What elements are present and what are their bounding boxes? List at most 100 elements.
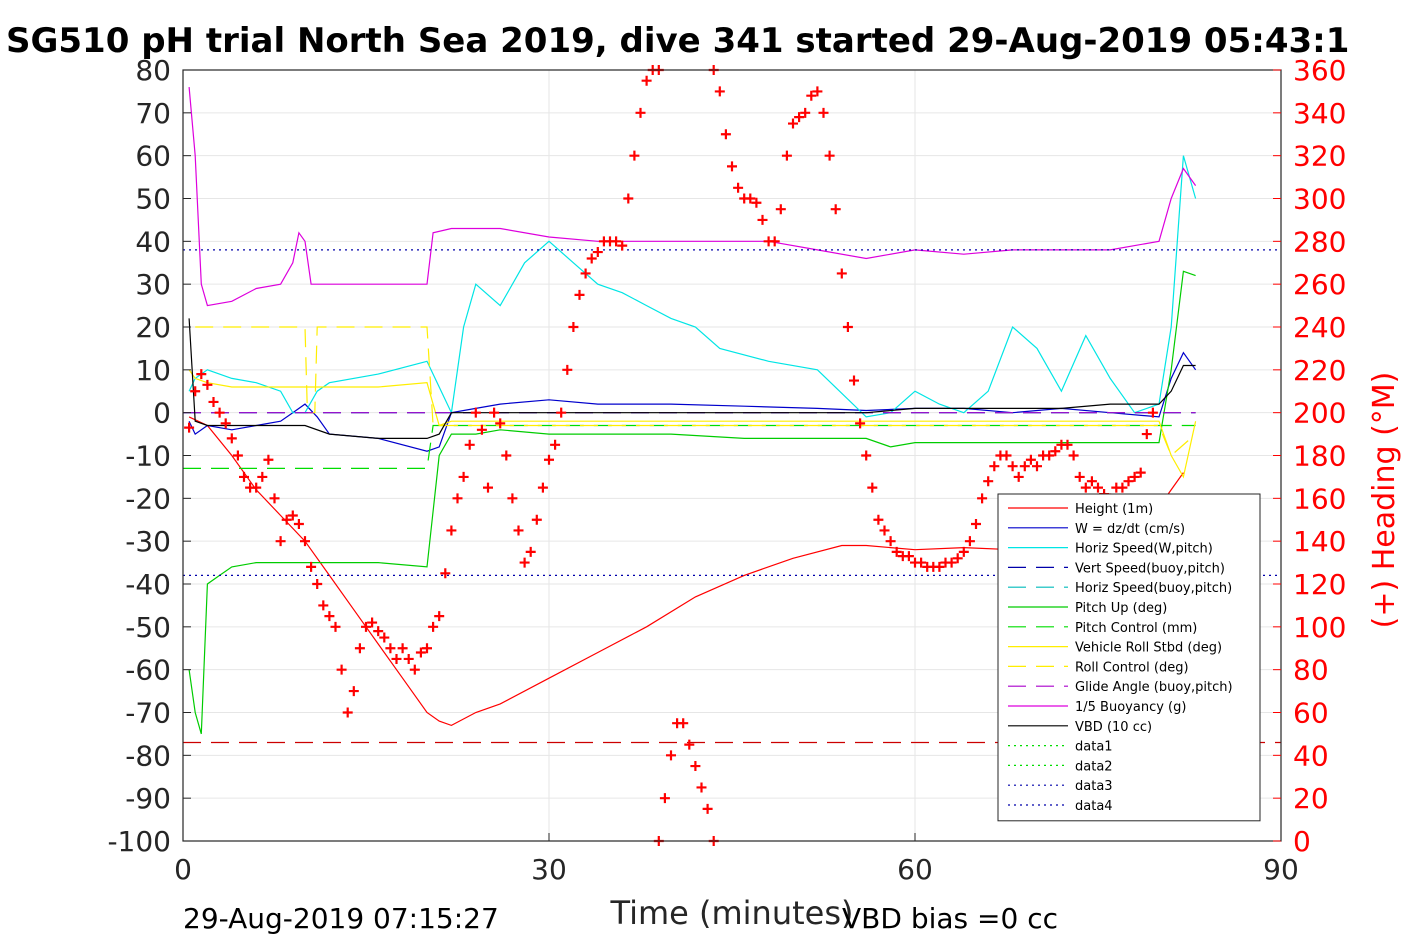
heading-marker bbox=[415, 647, 426, 658]
heading-marker bbox=[1062, 439, 1073, 450]
y-left-tick-label: 40 bbox=[135, 225, 171, 258]
y-left-tick-label: -20 bbox=[125, 482, 171, 515]
heading-marker bbox=[1001, 450, 1012, 461]
heading-marker bbox=[226, 433, 237, 444]
heading-marker bbox=[934, 561, 945, 572]
y-left-tick-label: 10 bbox=[135, 354, 171, 387]
footer-timestamp: 29-Aug-2019 07:15:27 bbox=[183, 902, 499, 935]
heading-marker bbox=[428, 621, 439, 632]
series-line-pitch-up-deg bbox=[188, 270, 1196, 735]
y-right-tick-label: 180 bbox=[1293, 440, 1346, 473]
heading-marker bbox=[232, 450, 243, 461]
heading-marker bbox=[733, 182, 744, 193]
series-line-vbd-10-cc bbox=[188, 318, 1196, 439]
heading-marker bbox=[324, 611, 335, 622]
heading-marker bbox=[702, 803, 713, 814]
y-left-tick-label: -10 bbox=[125, 440, 171, 473]
legend-entry: data4 bbox=[1075, 799, 1113, 814]
y-right-tick-label: 260 bbox=[1293, 268, 1346, 301]
y-right-tick-label: 320 bbox=[1293, 140, 1346, 173]
x-axis-label: Time (minutes) bbox=[610, 894, 854, 932]
heading-marker bbox=[861, 450, 872, 461]
y-right-tick-label: 160 bbox=[1293, 482, 1346, 515]
x-tick-label: 60 bbox=[897, 853, 933, 886]
series-line-roll-control-deg bbox=[195, 326, 1196, 457]
heading-marker bbox=[1025, 454, 1036, 465]
heading-marker bbox=[1032, 461, 1042, 472]
heading-marker bbox=[507, 493, 518, 504]
heading-marker bbox=[873, 514, 884, 525]
heading-marker bbox=[196, 369, 207, 380]
heading-marker bbox=[306, 561, 317, 572]
heading-marker bbox=[727, 161, 737, 172]
y-left-tick-label: 60 bbox=[135, 140, 171, 173]
heading-marker bbox=[806, 90, 817, 101]
y-left-tick-label: 30 bbox=[135, 268, 171, 301]
heading-marker bbox=[531, 514, 542, 525]
heading-marker bbox=[476, 424, 487, 435]
heading-marker bbox=[275, 536, 286, 547]
heading-marker bbox=[1086, 476, 1097, 487]
legend-entry: Horiz Speed(buoy,pitch) bbox=[1075, 581, 1232, 596]
heading-marker bbox=[977, 493, 988, 504]
heading-marker bbox=[641, 75, 652, 86]
heading-marker bbox=[946, 557, 957, 568]
heading-marker bbox=[781, 150, 792, 161]
heading-marker bbox=[666, 750, 676, 761]
heading-marker bbox=[214, 407, 225, 418]
heading-marker bbox=[971, 519, 981, 530]
y-left-tick-label: 70 bbox=[135, 97, 171, 130]
y-left-tick-label: 20 bbox=[135, 311, 171, 344]
heading-marker bbox=[495, 418, 506, 429]
heading-marker bbox=[800, 107, 811, 118]
legend-entry: Roll Control (deg) bbox=[1075, 660, 1189, 675]
heading-marker bbox=[983, 476, 994, 487]
heading-marker bbox=[964, 536, 975, 547]
heading-marker bbox=[556, 407, 567, 418]
heading-marker bbox=[788, 118, 798, 129]
y-right-tick-label: 340 bbox=[1293, 97, 1346, 130]
heading-marker bbox=[830, 204, 841, 215]
legend-entry: VBD (10 cc) bbox=[1075, 720, 1152, 735]
y-axis-right: 3603403203002802602402202001801601401201… bbox=[1273, 54, 1346, 858]
y-left-tick-label: 50 bbox=[135, 183, 171, 216]
heading-marker bbox=[373, 626, 384, 637]
y-right-tick-label: 280 bbox=[1293, 225, 1346, 258]
heading-marker bbox=[342, 707, 353, 718]
heading-marker bbox=[769, 236, 780, 247]
heading-marker bbox=[885, 536, 896, 547]
heading-marker bbox=[1080, 482, 1091, 493]
heading-marker bbox=[501, 450, 512, 461]
heading-marker bbox=[513, 525, 524, 536]
heading-marker bbox=[745, 193, 756, 204]
y-right-tick-label: 80 bbox=[1293, 654, 1329, 687]
heading-marker bbox=[562, 364, 573, 375]
y-left-tick-label: -60 bbox=[125, 654, 171, 687]
heading-marker bbox=[525, 546, 536, 557]
heading-marker bbox=[1044, 450, 1055, 461]
heading-marker bbox=[269, 493, 280, 504]
heading-marker bbox=[617, 240, 628, 251]
heading-marker bbox=[263, 454, 274, 465]
heading-marker bbox=[1129, 471, 1140, 482]
heading-marker bbox=[354, 643, 365, 654]
footer-vbd-bias: VBD bias =0 cc bbox=[842, 902, 1058, 935]
heading-marker bbox=[879, 525, 890, 536]
heading-marker bbox=[367, 617, 378, 628]
heading-marker bbox=[720, 129, 731, 140]
heading-marker bbox=[989, 461, 1000, 472]
heading-marker bbox=[1050, 446, 1061, 457]
series-line-w-dz-dt-cm-s bbox=[188, 351, 1197, 452]
heading-marker bbox=[1147, 407, 1158, 418]
plot-area bbox=[183, 65, 1281, 846]
heading-marker bbox=[239, 471, 249, 482]
heading-marker bbox=[611, 236, 622, 247]
y-axis-left: 80 70 60 50 40 30 20 10 0 -10 -20 -30 -40 -50 -60 -70 -8… bbox=[107, 54, 191, 858]
heading-marker bbox=[574, 289, 585, 300]
heading-marker bbox=[312, 579, 323, 589]
legend-entry: data2 bbox=[1075, 759, 1113, 774]
heading-marker bbox=[592, 247, 603, 258]
heading-marker bbox=[550, 439, 561, 450]
series-line-1-5-buoyancy-g bbox=[188, 87, 1197, 307]
heading-marker bbox=[1007, 461, 1018, 472]
